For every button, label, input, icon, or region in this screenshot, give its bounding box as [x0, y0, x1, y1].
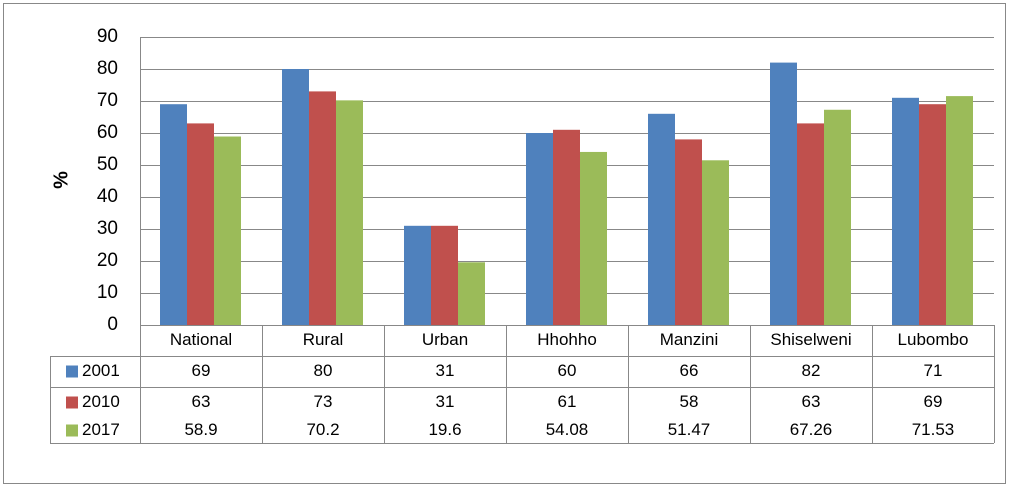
table-value: 63 [802, 392, 821, 411]
table-value: 80 [314, 361, 333, 380]
legend-swatch [66, 396, 78, 409]
bar [458, 262, 485, 325]
table-value: 71.53 [912, 420, 955, 439]
x-tick-label: Rural [303, 330, 344, 349]
legend-swatch [66, 365, 78, 378]
table-value: 51.47 [668, 420, 711, 439]
bar [214, 136, 241, 325]
table-value: 31 [436, 361, 455, 380]
y-tick-label: 70 [97, 90, 118, 111]
legend-swatch [66, 424, 78, 437]
bar [648, 113, 675, 325]
table-value: 66 [680, 361, 699, 380]
bar [946, 96, 973, 325]
table-value: 63 [192, 392, 211, 411]
y-tick-label: 40 [97, 186, 118, 207]
bar [892, 97, 919, 325]
table-value: 67.26 [790, 420, 833, 439]
table-value: 60 [558, 361, 577, 380]
bar [187, 123, 214, 326]
table-value: 31 [436, 392, 455, 411]
y-tick-label: 10 [97, 282, 118, 303]
x-tick-label: Hhohho [537, 330, 597, 349]
table-value: 54.08 [546, 420, 589, 439]
bar [797, 123, 824, 326]
table-value: 58.9 [184, 420, 217, 439]
bar [160, 104, 187, 325]
y-tick-label: 60 [97, 122, 118, 143]
bar [553, 129, 580, 325]
x-tick-label: Manzini [660, 330, 719, 349]
table-value: 58 [680, 392, 699, 411]
chart-border [3, 3, 1006, 484]
y-tick-label: 90 [97, 26, 118, 47]
y-tick-label: 80 [97, 58, 118, 79]
table-value: 82 [802, 361, 821, 380]
bar [309, 91, 336, 326]
y-tick-label: 0 [107, 314, 118, 335]
y-axis-label: % [50, 171, 72, 189]
x-tick-label: National [170, 330, 232, 349]
legend-label: 2001 [82, 361, 120, 380]
table-value: 71 [924, 361, 943, 380]
bar [526, 133, 553, 325]
table-value: 70.2 [306, 420, 339, 439]
legend-label: 2017 [82, 420, 120, 439]
bar [336, 100, 363, 325]
table-value: 69 [192, 361, 211, 380]
bar [431, 225, 458, 325]
bar [770, 62, 797, 325]
table-value: 61 [558, 392, 577, 411]
table-value: 69 [924, 392, 943, 411]
bar [580, 151, 607, 325]
bar [702, 160, 729, 325]
x-tick-label: Shiselweni [770, 330, 851, 349]
bar [282, 69, 309, 325]
bar [404, 225, 431, 325]
y-tick-label: 50 [97, 154, 118, 175]
bar [824, 109, 851, 325]
bar [919, 104, 946, 325]
y-tick-label: 20 [97, 250, 118, 271]
x-tick-label: Lubombo [898, 330, 969, 349]
x-tick-label: Urban [422, 330, 468, 349]
table-value: 73 [314, 392, 333, 411]
bar [675, 139, 702, 325]
table-value: 19.6 [428, 420, 461, 439]
y-tick-label: 30 [97, 218, 118, 239]
legend-label: 2010 [82, 392, 120, 411]
